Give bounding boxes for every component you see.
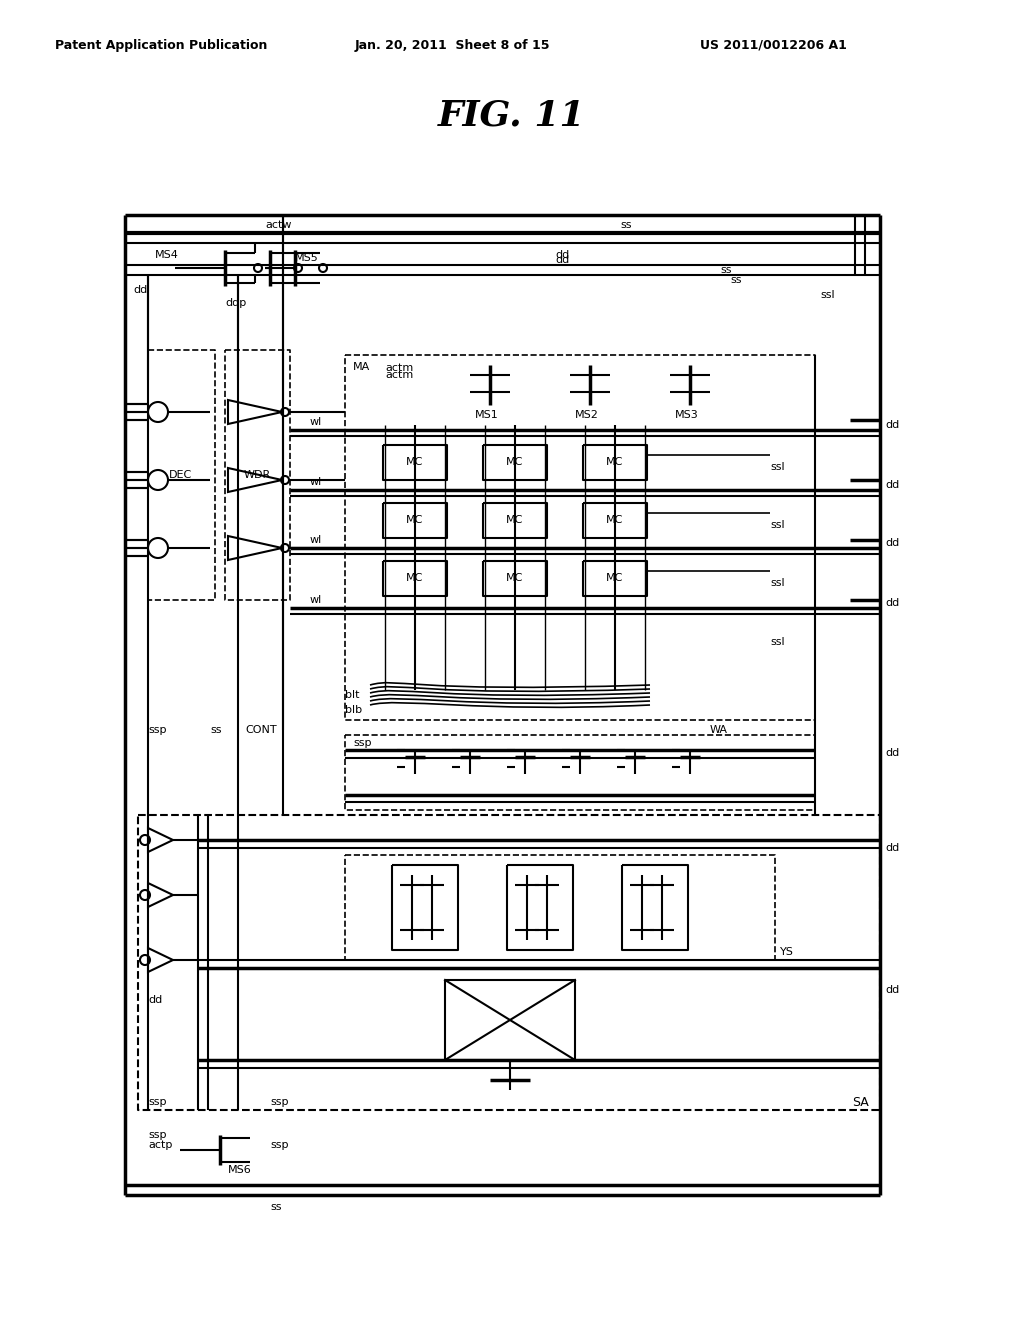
Text: actw: actw (265, 220, 292, 230)
Text: blt: blt (345, 690, 359, 700)
Text: US 2011/0012206 A1: US 2011/0012206 A1 (700, 38, 847, 51)
Text: ssp: ssp (148, 1097, 167, 1107)
Text: dd: dd (555, 255, 569, 265)
Text: MS1: MS1 (475, 411, 499, 420)
Text: MS3: MS3 (675, 411, 698, 420)
Text: dd: dd (885, 539, 899, 548)
Text: dd: dd (885, 598, 899, 609)
Text: MS2: MS2 (575, 411, 599, 420)
Text: FIG. 11: FIG. 11 (438, 98, 586, 132)
Text: MC: MC (506, 573, 523, 583)
Text: actm: actm (385, 370, 414, 380)
Text: MS4: MS4 (155, 249, 179, 260)
Text: MC: MC (506, 515, 523, 525)
Text: ss: ss (620, 220, 632, 230)
Text: ssl: ssl (770, 520, 784, 531)
Text: ss: ss (730, 275, 741, 285)
Text: dd: dd (885, 480, 899, 490)
Text: dd: dd (885, 420, 899, 430)
Text: MS5: MS5 (295, 253, 318, 263)
Text: SA: SA (852, 1096, 868, 1109)
Text: ssl: ssl (770, 462, 784, 473)
Text: MC: MC (606, 515, 624, 525)
Text: Patent Application Publication: Patent Application Publication (55, 38, 267, 51)
Text: MC: MC (407, 573, 424, 583)
Text: ddp: ddp (225, 298, 246, 308)
Text: MC: MC (606, 573, 624, 583)
Text: MC: MC (506, 457, 523, 467)
Text: WDR: WDR (244, 470, 270, 480)
Text: ss: ss (210, 725, 221, 735)
Text: ss: ss (720, 265, 731, 275)
Text: wl: wl (310, 477, 323, 487)
Text: ssp: ssp (148, 725, 167, 735)
Text: ssl: ssl (770, 578, 784, 587)
Text: wl: wl (310, 595, 323, 605)
Text: MS6: MS6 (228, 1166, 252, 1175)
Text: dd: dd (133, 285, 147, 294)
Text: DEC: DEC (169, 470, 193, 480)
Text: wl: wl (310, 417, 323, 426)
Text: YS: YS (780, 946, 794, 957)
Text: wl: wl (310, 535, 323, 545)
Text: WA: WA (710, 725, 728, 735)
Text: blb: blb (345, 705, 362, 715)
Text: MC: MC (407, 515, 424, 525)
Text: ssp: ssp (270, 1140, 289, 1150)
Text: actm: actm (385, 363, 414, 374)
Text: ssp: ssp (270, 1097, 289, 1107)
Text: MA: MA (353, 362, 371, 372)
Text: dd: dd (885, 985, 899, 995)
Text: MC: MC (606, 457, 624, 467)
Text: ssp: ssp (353, 738, 372, 748)
Text: dd: dd (885, 748, 899, 758)
Text: ssl: ssl (820, 290, 835, 300)
Text: dd: dd (885, 843, 899, 853)
Text: ss: ss (270, 1203, 282, 1212)
Text: dd: dd (148, 995, 162, 1005)
Text: MC: MC (407, 457, 424, 467)
Text: Jan. 20, 2011  Sheet 8 of 15: Jan. 20, 2011 Sheet 8 of 15 (355, 38, 551, 51)
Text: dd: dd (555, 249, 569, 260)
Text: ssl: ssl (770, 638, 784, 647)
Text: ssp: ssp (148, 1130, 167, 1140)
Text: CONT: CONT (245, 725, 276, 735)
Text: actp: actp (148, 1140, 172, 1150)
